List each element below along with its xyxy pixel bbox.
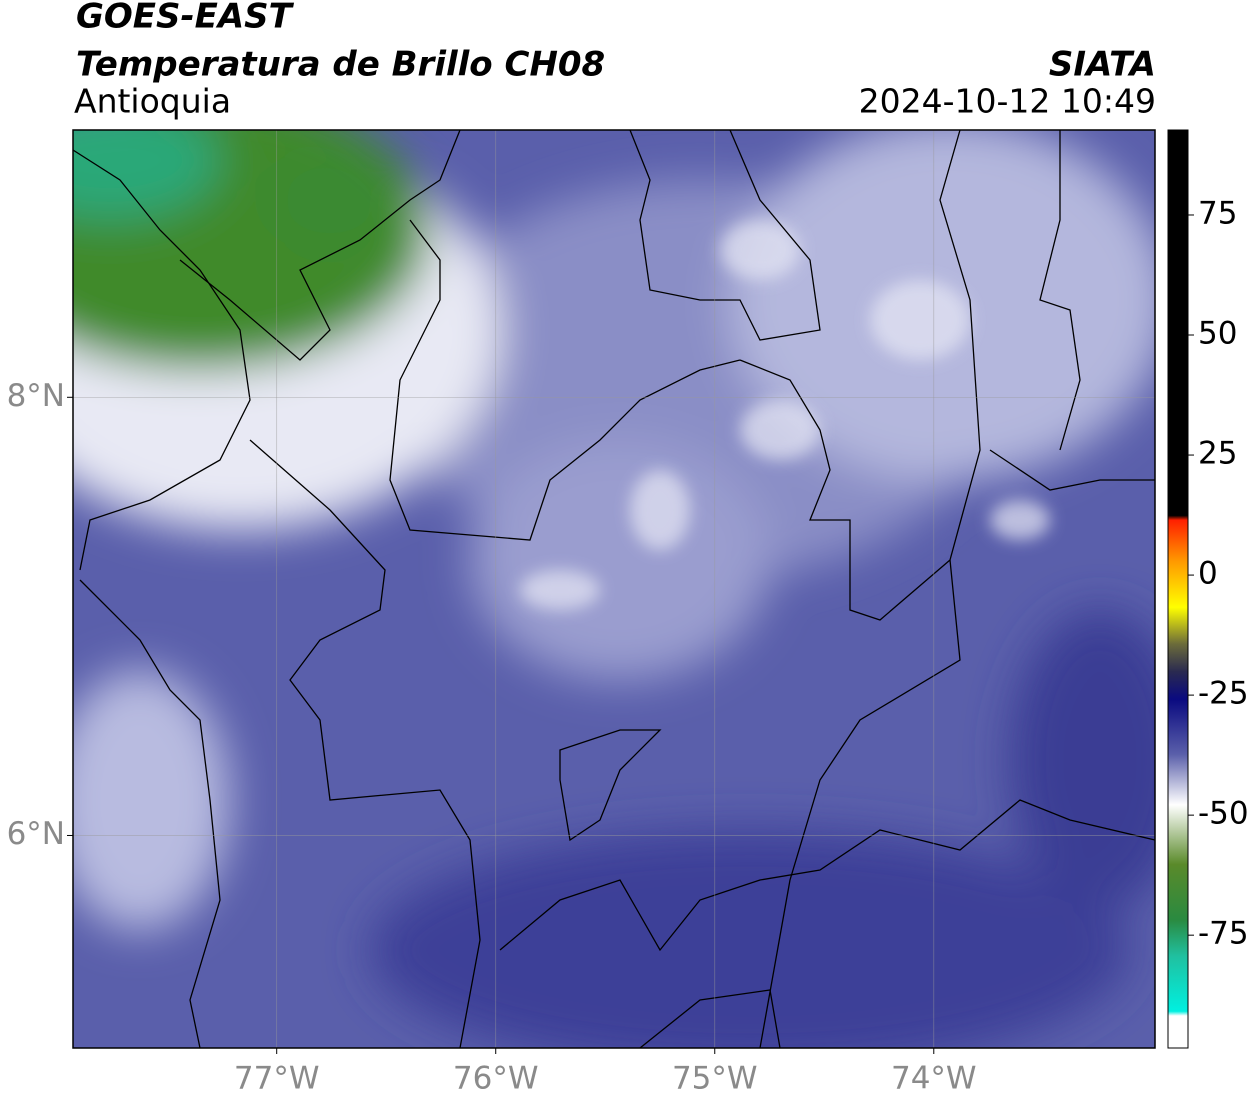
source: SIATA: [1049, 45, 1156, 85]
map-frame: [72, 129, 1156, 1049]
y-tick-label: 6°N: [7, 816, 65, 852]
colorbar-tick-label: 0: [1198, 556, 1218, 592]
region: Antioquia: [74, 82, 231, 121]
colorbar-tick-label: 50: [1198, 316, 1237, 352]
datetime: 2024-10-12 10:49: [859, 82, 1156, 121]
x-tick-label: 76°W: [453, 1061, 539, 1097]
colorbar-tick-label: 25: [1198, 436, 1237, 472]
colorbar: [1167, 129, 1189, 1049]
colorbar-tick-label: -25: [1198, 676, 1249, 712]
subtitle: Temperatura de Brillo CH08: [76, 45, 605, 85]
colorbar-tick-label: -50: [1198, 796, 1249, 832]
x-tick-label: 75°W: [672, 1061, 758, 1097]
colorbar-tick-label: -75: [1198, 916, 1249, 952]
satellite-image: [73, 130, 1155, 1048]
x-tick-label: 74°W: [891, 1061, 977, 1097]
y-tick-label: 8°N: [7, 378, 65, 414]
x-tick-label: 77°W: [234, 1061, 320, 1097]
title: GOES-EAST: [76, 0, 295, 37]
colorbar-tick-label: 75: [1198, 195, 1237, 231]
